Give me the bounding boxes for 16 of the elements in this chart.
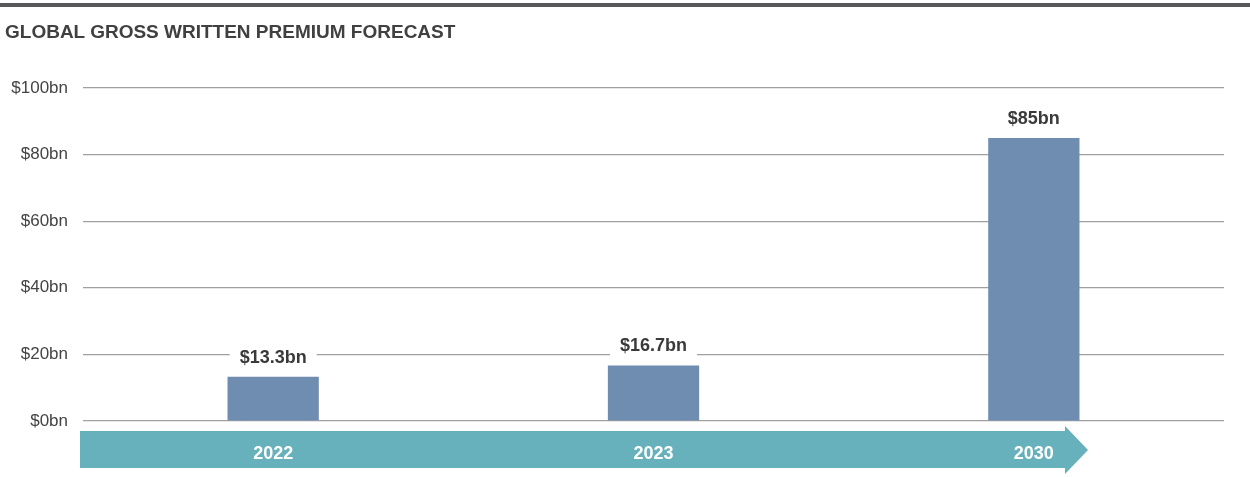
bar — [227, 376, 319, 421]
bar — [607, 365, 700, 421]
bar — [988, 137, 1080, 421]
data-label: $16.7bn — [619, 335, 688, 356]
y-tick-label: $40bn — [20, 277, 68, 297]
data-label: $13.3bn — [239, 346, 307, 367]
y-tick-label: $100bn — [11, 77, 68, 97]
x-tick-label: 2023 — [633, 442, 674, 463]
x-tick-label: 2022 — [253, 442, 294, 463]
y-tick-label: $20bn — [20, 344, 68, 364]
x-tick-label: 2030 — [1013, 442, 1054, 463]
y-tick-label: $0bn — [30, 410, 68, 430]
chart-title: GLOBAL GROSS WRITTEN PREMIUM FORECAST — [5, 21, 456, 43]
y-tick-label: $80bn — [20, 144, 68, 164]
data-label: $85bn — [1007, 107, 1060, 128]
y-tick-label: $60bn — [20, 210, 68, 230]
